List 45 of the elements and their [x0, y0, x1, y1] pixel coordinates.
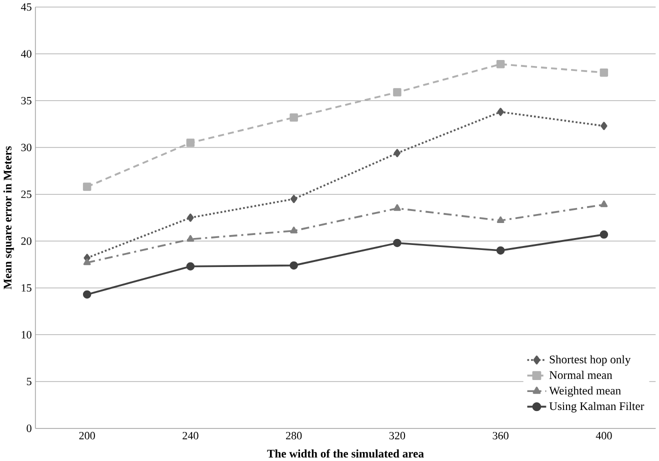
legend-label: Weighted mean — [549, 386, 621, 397]
x-tick-label: 200 — [79, 432, 95, 440]
point — [82, 290, 92, 299]
point — [496, 60, 505, 68]
legend-label: Using Kalman Filter — [549, 402, 644, 412]
point — [600, 122, 608, 130]
y-tick-label: 0 — [26, 424, 32, 432]
y-tick-label: 5 — [26, 378, 32, 386]
point — [290, 113, 298, 122]
point — [82, 182, 92, 191]
point — [394, 149, 401, 158]
y-tick-label: 10 — [22, 331, 32, 338]
y-tick-label: 40 — [20, 50, 32, 58]
point — [186, 235, 194, 242]
point — [290, 261, 298, 270]
point — [187, 214, 194, 222]
x-axis-title: The width of the simulated area — [267, 449, 424, 458]
y-tick-label: 35 — [21, 96, 32, 104]
point — [393, 88, 402, 96]
point — [83, 258, 91, 266]
y-tick-label: 20 — [21, 237, 32, 245]
y-tick-label: 30 — [21, 144, 32, 152]
point — [497, 108, 504, 116]
x-tick-label: 240 — [182, 432, 198, 440]
point — [600, 200, 608, 208]
point — [394, 204, 401, 211]
legend-label: Shortest hop only — [550, 355, 631, 366]
point — [290, 226, 298, 234]
point — [496, 246, 505, 255]
point — [496, 216, 504, 224]
point — [600, 68, 608, 77]
point — [393, 238, 402, 248]
point — [186, 138, 195, 147]
legend-label: Normal mean — [549, 370, 612, 379]
y-tick-label: 25 — [21, 190, 32, 198]
y-axis-title: Mean square error in Meters — [3, 146, 14, 290]
x-tick-label: 400 — [596, 432, 612, 440]
y-tick-label: 15 — [22, 284, 32, 292]
y-tick-label: 45 — [20, 3, 32, 11]
x-tick-label: 280 — [286, 432, 302, 440]
x-tick-label: 360 — [492, 432, 508, 440]
point — [290, 194, 298, 204]
x-tick-label: 320 — [389, 432, 406, 440]
point — [186, 262, 195, 271]
point — [600, 230, 608, 239]
